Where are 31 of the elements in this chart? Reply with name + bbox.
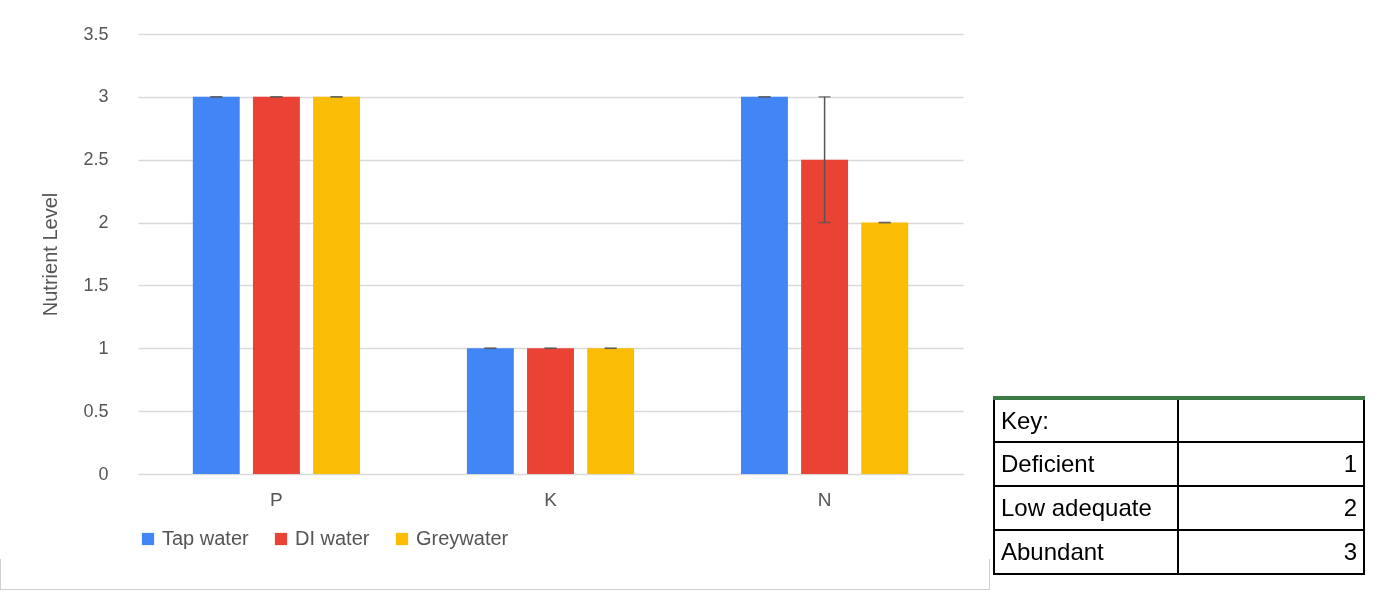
y-tick-label: 1.5: [83, 274, 109, 295]
text: Low adequate: [994, 486, 1178, 530]
x-tick-label: K: [544, 488, 558, 510]
y-tick-label: 3.5: [83, 23, 109, 44]
bar: [801, 159, 849, 474]
x-tick-label: N: [817, 488, 832, 510]
text: 2: [1178, 486, 1364, 530]
x-tick-label: P: [270, 488, 283, 510]
bar: [192, 96, 240, 474]
text: Abundant: [994, 530, 1178, 574]
y-tick-label: 1: [98, 337, 109, 358]
y-tick-label: 0.5: [83, 400, 109, 421]
bar: [740, 96, 788, 474]
bar: [313, 96, 361, 474]
bar: [252, 96, 300, 474]
y-tick-label: 2: [98, 212, 109, 233]
y-axis-title: Nutrient Level: [39, 192, 62, 317]
text: 3: [1178, 530, 1364, 574]
y-tick-label: 0: [98, 463, 109, 484]
bar: [587, 348, 635, 474]
legend-label: Greywater: [416, 527, 509, 549]
text: Key:: [994, 398, 1178, 442]
y-tick-label: 3: [98, 86, 109, 107]
legend-label: DI water: [295, 527, 370, 549]
y-tick-label: 2.5: [83, 149, 109, 170]
bar: [861, 222, 909, 474]
legend-label: Tap water: [162, 527, 250, 549]
bar: [527, 348, 574, 474]
text: 1: [1178, 442, 1364, 486]
text: Deficient: [994, 442, 1178, 486]
bar: [466, 348, 514, 474]
